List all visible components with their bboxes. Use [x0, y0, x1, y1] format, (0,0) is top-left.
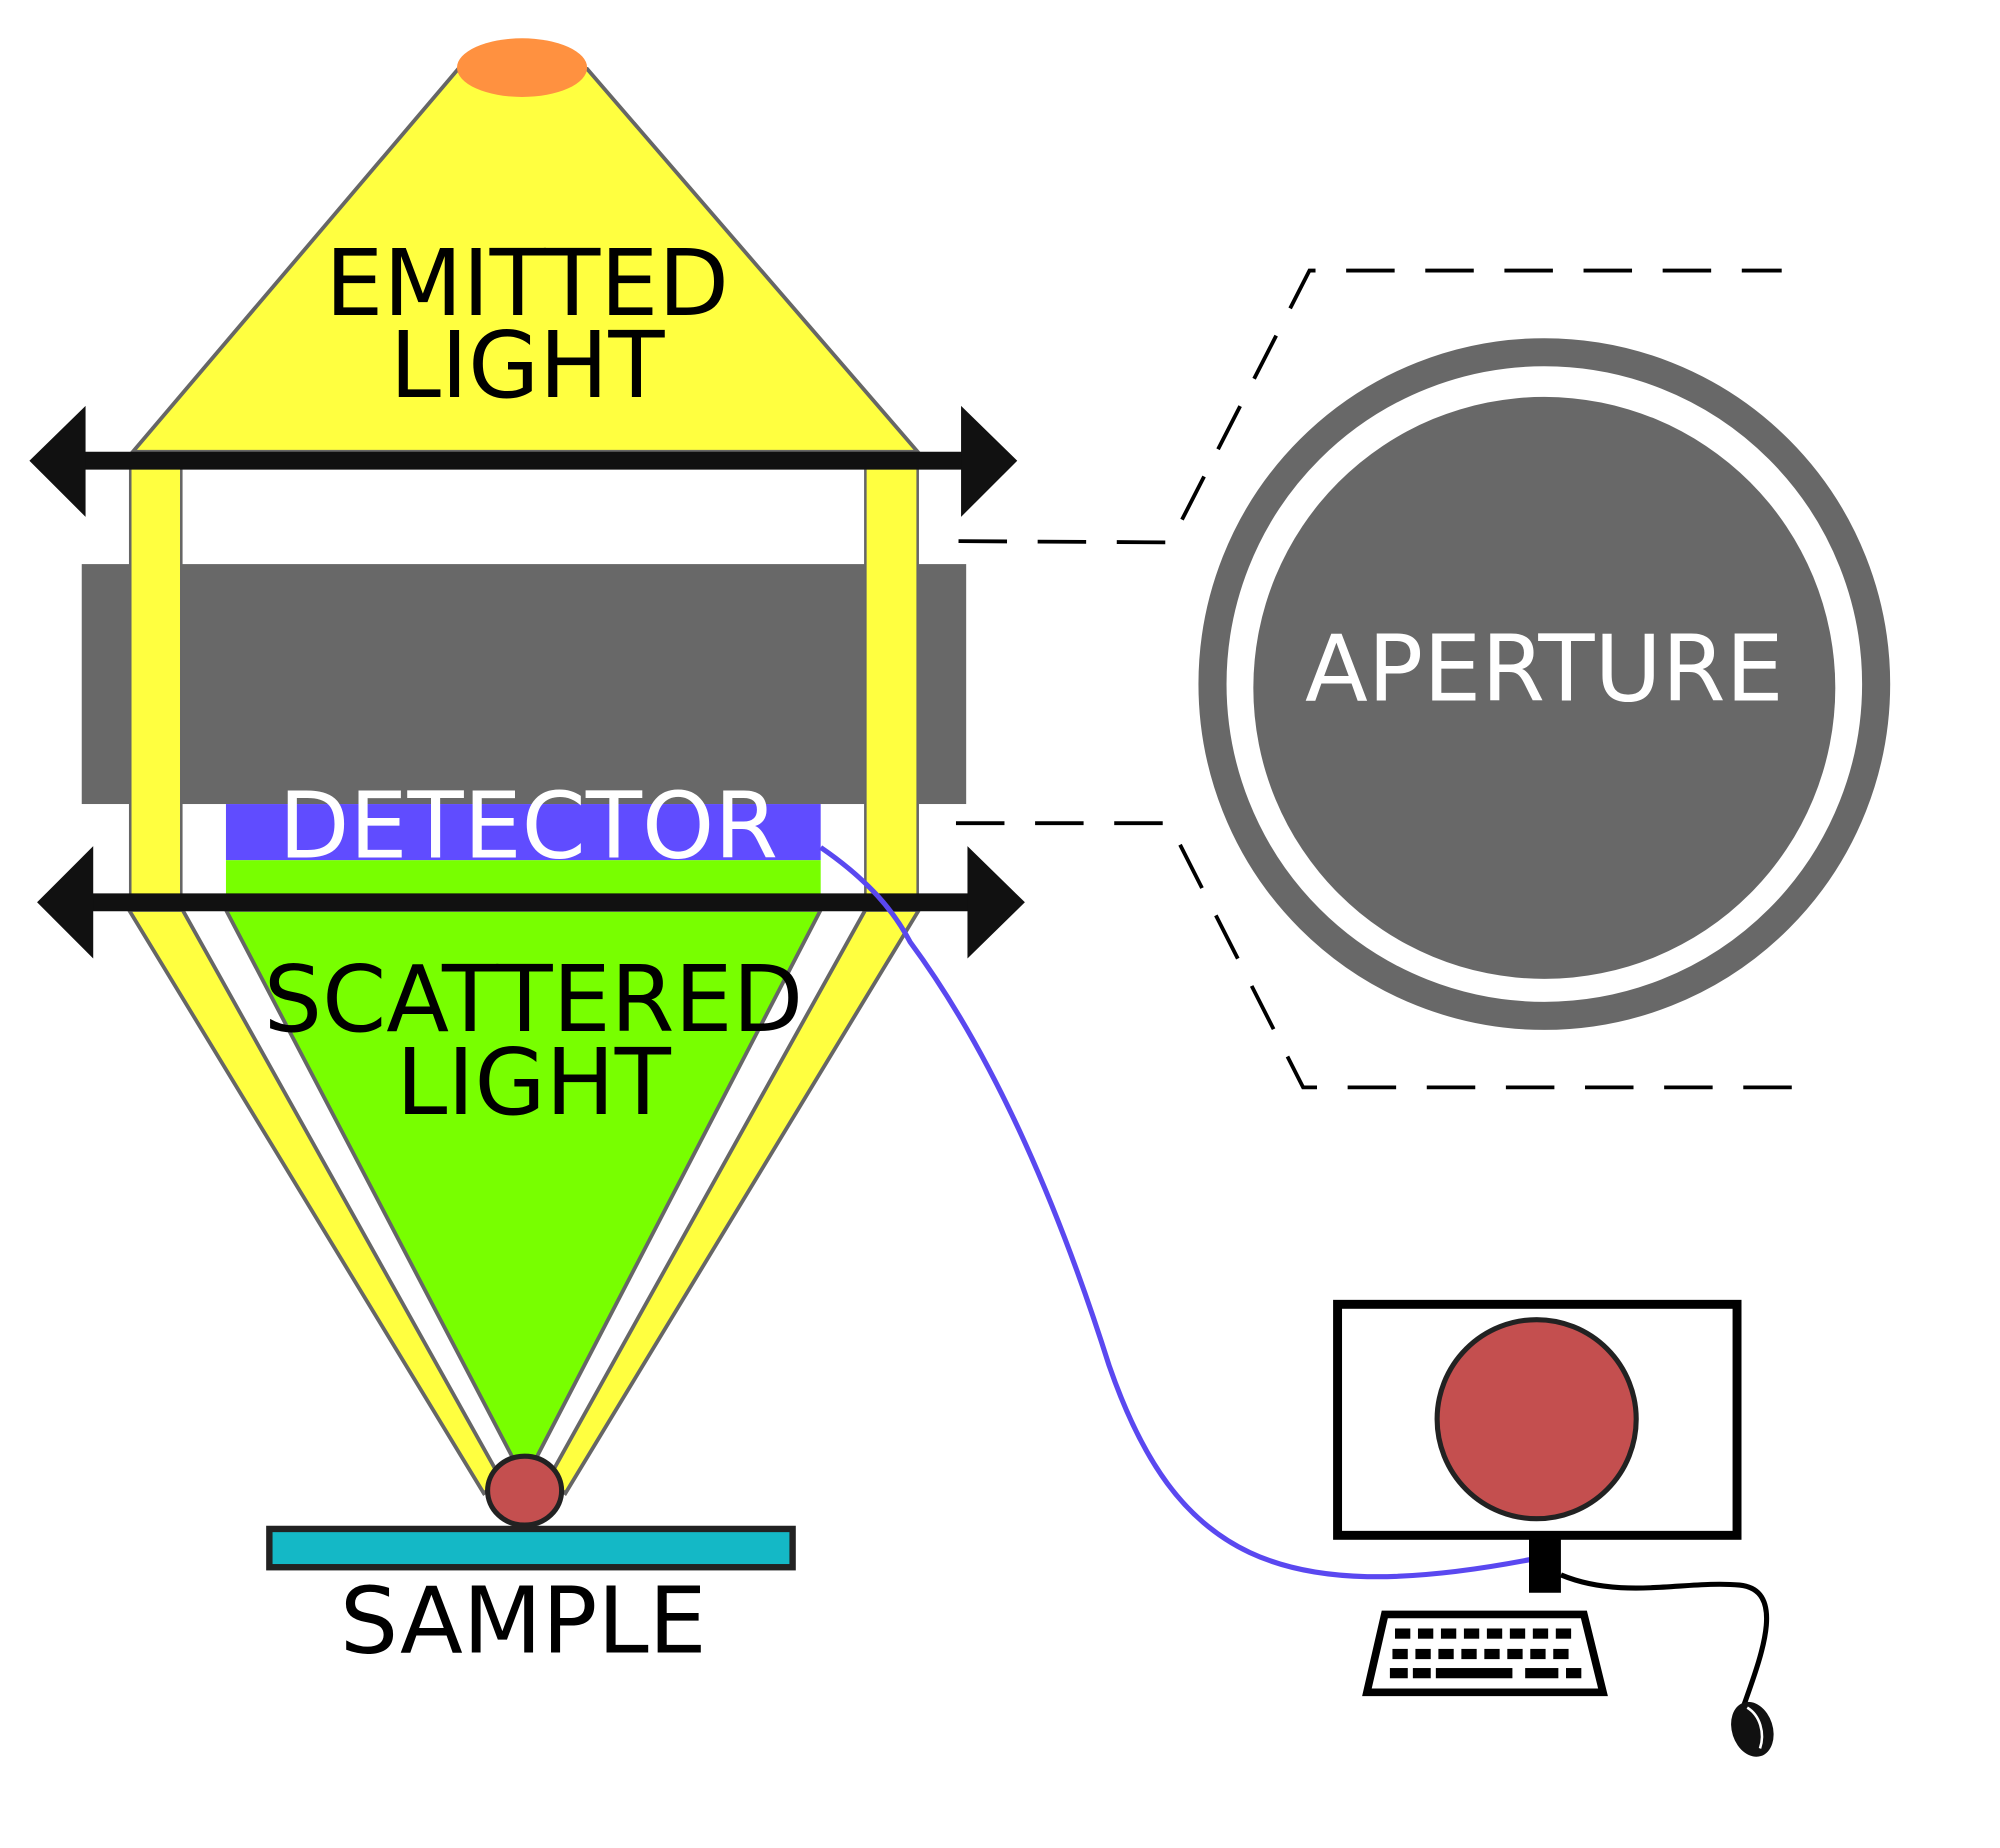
- bottom-double-arrow: [37, 846, 1025, 959]
- aperture-block-left-flange: [81, 564, 131, 805]
- aperture-label: APERTURE: [1305, 616, 1784, 723]
- sample-label: SAMPLE: [340, 1568, 707, 1675]
- specimen: [485, 1453, 565, 1528]
- mouse-cable: [1559, 1572, 1770, 1712]
- keyboard-keys: [1389, 1628, 1582, 1679]
- detector: [225, 804, 821, 861]
- computer: [1333, 1299, 1774, 1757]
- monitor-stand: [1529, 1539, 1561, 1593]
- detector-label: DETECTOR: [279, 773, 778, 880]
- sample-slide: [266, 1525, 796, 1571]
- light-source: [456, 38, 588, 97]
- emitted-light-label-line1: EMITTED: [325, 230, 729, 337]
- signal-cable: [819, 845, 1531, 1580]
- light-path-right: [864, 458, 919, 910]
- aperture-opening: [1253, 396, 1836, 979]
- aperture-block-right-flange: [917, 564, 967, 805]
- scattered-light-label-line1: SCATTERED: [264, 946, 804, 1053]
- monitor-specimen-image: [1434, 1317, 1639, 1522]
- zoom-callout-bottom: [955, 821, 1801, 1090]
- emitted-light-label-line2: LIGHT: [390, 312, 666, 419]
- aperture-block: [181, 564, 866, 805]
- scattered-light-label-line2: LIGHT: [396, 1029, 672, 1136]
- zoom-callout-top: [958, 268, 1782, 545]
- aperture-outer-ring: [1198, 338, 1891, 1030]
- mouse: [1731, 1701, 1774, 1757]
- top-double-arrow: [29, 405, 1018, 517]
- light-path-left: [128, 458, 183, 910]
- mouse-button-divider: [1746, 1706, 1764, 1749]
